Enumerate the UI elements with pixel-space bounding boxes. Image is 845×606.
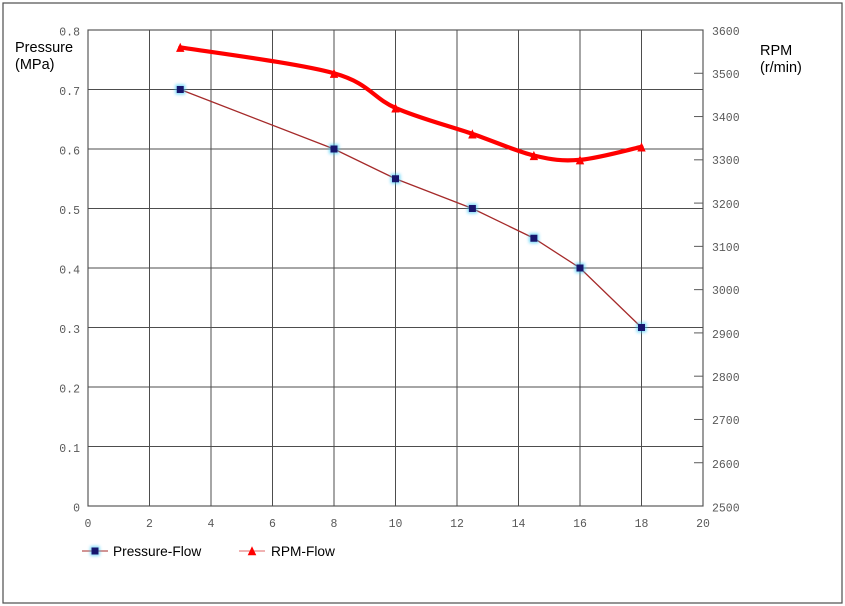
svg-text:2800: 2800 (712, 372, 740, 385)
svg-text:16: 16 (573, 518, 587, 531)
svg-text:3000: 3000 (712, 285, 740, 298)
svg-text:12: 12 (450, 518, 464, 531)
svg-text:0: 0 (73, 503, 80, 516)
svg-text:0.5: 0.5 (59, 205, 80, 218)
svg-text:2500: 2500 (712, 503, 740, 516)
svg-text:3200: 3200 (712, 199, 740, 212)
svg-text:6: 6 (269, 518, 276, 531)
svg-text:(MPa): (MPa) (15, 57, 54, 73)
svg-text:0.8: 0.8 (59, 27, 80, 40)
svg-text:14: 14 (512, 518, 526, 531)
svg-text:0.7: 0.7 (59, 86, 80, 99)
svg-text:3100: 3100 (712, 242, 740, 255)
svg-text:3400: 3400 (712, 112, 740, 125)
svg-text:Pressure: Pressure (15, 40, 73, 56)
svg-text:0: 0 (85, 518, 92, 531)
svg-text:0.6: 0.6 (59, 146, 80, 159)
svg-text:4: 4 (208, 518, 215, 531)
svg-text:2600: 2600 (712, 459, 740, 472)
svg-text:8: 8 (331, 518, 338, 531)
svg-text:3300: 3300 (712, 155, 740, 168)
svg-text:0.4: 0.4 (59, 265, 80, 278)
svg-text:(r/min): (r/min) (760, 60, 802, 76)
svg-text:RPM: RPM (760, 43, 792, 59)
svg-text:2900: 2900 (712, 329, 740, 342)
svg-text:20: 20 (696, 518, 710, 531)
svg-text:Pressure-Flow: Pressure-Flow (113, 544, 201, 559)
svg-text:0.3: 0.3 (59, 324, 80, 337)
svg-text:0.1: 0.1 (59, 443, 80, 456)
svg-text:2700: 2700 (712, 415, 740, 428)
svg-text:2: 2 (146, 518, 153, 531)
svg-text:3500: 3500 (712, 69, 740, 82)
svg-text:3600: 3600 (712, 26, 740, 39)
svg-text:18: 18 (635, 518, 649, 531)
svg-text:RPM-Flow: RPM-Flow (271, 544, 335, 559)
svg-text:10: 10 (389, 518, 403, 531)
svg-text:0.2: 0.2 (59, 384, 80, 397)
